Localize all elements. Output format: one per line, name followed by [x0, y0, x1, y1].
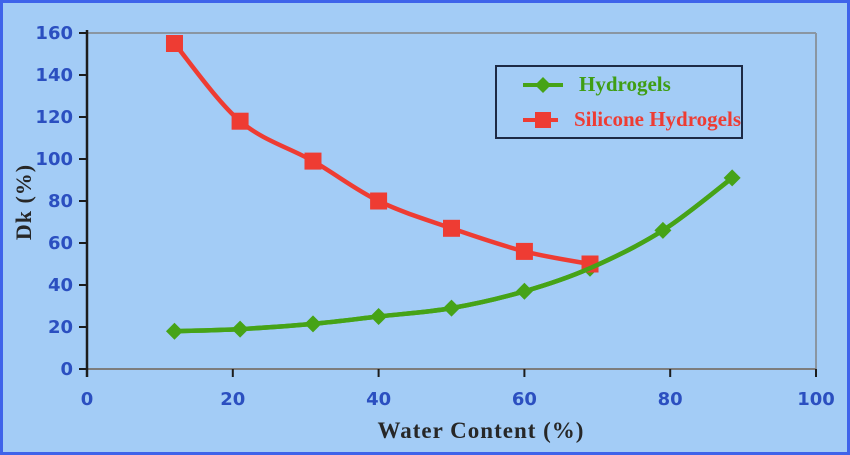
legend-item-hydrogels: Hydrogels [523, 72, 741, 96]
y-tick-label: 160 [35, 23, 73, 44]
chart-canvas: 0 20 40 60 80 100 120 140 160 0 20 40 60 80 100 [35, 23, 835, 410]
legend-label-silicone-hydrogels: Silicone Hydrogels [573, 107, 741, 131]
y-axis-title: Dk (%) [11, 163, 36, 241]
y-tick-label: 0 [60, 359, 73, 380]
y-tick-label: 20 [48, 317, 73, 338]
x-tick-label: 20 [220, 389, 245, 410]
x-tick-label: 0 [81, 389, 94, 410]
silicone-hydrogels-point-marker [443, 219, 460, 237]
y-tick-label: 60 [48, 233, 73, 254]
hydrogels-curve-overlay [172, 175, 735, 334]
y-tick-label: 40 [48, 275, 73, 296]
y-tick-label: 120 [35, 107, 73, 128]
silicone-hydrogels-point-marker [515, 242, 533, 260]
hydrogels-diamond-marker-icon [523, 76, 563, 93]
silicone-hydrogels-square-marker-icon [523, 111, 558, 128]
silicone-hydrogels-point-marker [304, 152, 322, 170]
y-tick-label: 100 [35, 149, 73, 170]
silicone-hydrogels-point-marker [370, 192, 388, 210]
x-tick-label: 40 [366, 389, 391, 410]
silicone-hydrogels-point-marker [165, 35, 183, 52]
y-tick-label: 80 [48, 191, 73, 212]
x-tick-label: 80 [658, 389, 683, 410]
x-tick-label: 60 [512, 389, 537, 410]
legend: Hydrogels Silicone Hydrogels [495, 65, 743, 139]
x-tick-label: 100 [797, 389, 835, 410]
silicone-hydrogels-point-marker [231, 112, 249, 130]
y-tick-label: 140 [35, 65, 73, 86]
legend-label-hydrogels: Hydrogels [579, 72, 671, 96]
legend-item-silicone-hydrogels: Silicone Hydrogels [523, 107, 741, 131]
x-axis-title: Water Content (%) [377, 418, 585, 443]
